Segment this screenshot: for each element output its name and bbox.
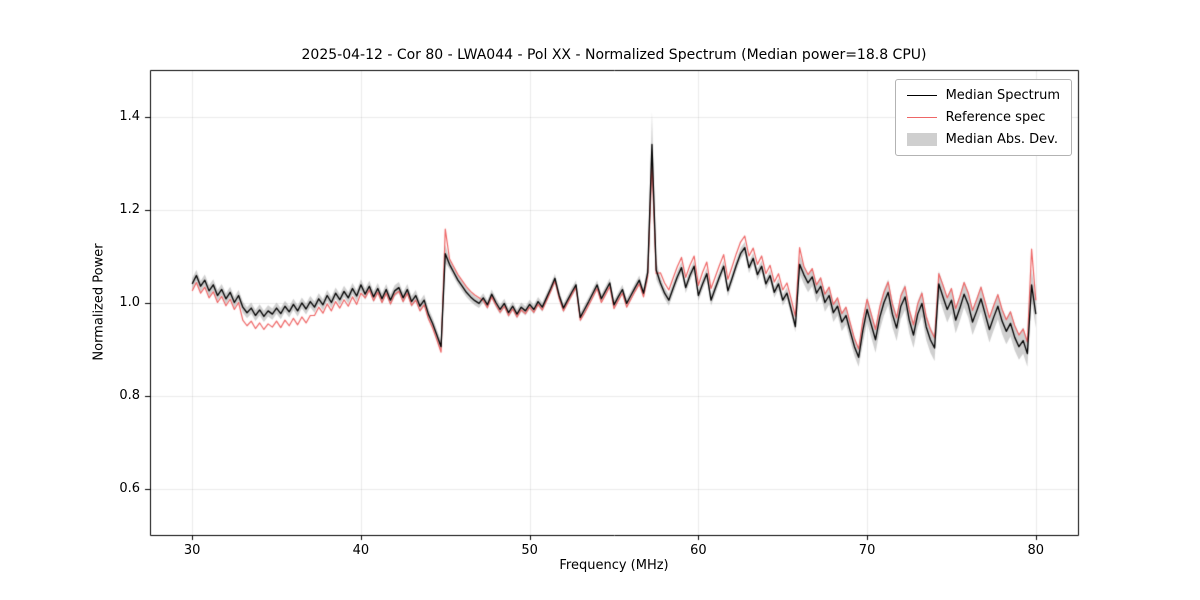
y-tick-label: 0.8	[119, 387, 140, 403]
y-tick-label: 1.4	[119, 108, 140, 124]
x-tick-label: 60	[690, 543, 707, 558]
legend-item-median: Median Spectrum	[906, 88, 1060, 103]
legend-item-reference: Reference spec	[906, 110, 1060, 125]
y-tick-label: 1.0	[119, 294, 140, 310]
legend-label-reference: Reference spec	[945, 110, 1046, 125]
legend-label-median: Median Spectrum	[945, 88, 1060, 103]
x-tick-label: 30	[183, 543, 201, 558]
x-tick-label: 80	[1027, 543, 1045, 558]
legend-item-mad: Median Abs. Dev.	[906, 132, 1060, 147]
chart-title: 2025-04-12 - Cor 80 - LWA044 - Pol XX - …	[301, 47, 927, 63]
reference-line-swatch-icon	[906, 117, 937, 118]
median-line-swatch-icon	[906, 95, 937, 96]
x-tick-label: 70	[858, 543, 876, 558]
x-axis-label: Frequency (MHz)	[559, 558, 669, 573]
legend-label-mad: Median Abs. Dev.	[945, 132, 1059, 147]
x-tick-label: 50	[521, 543, 538, 558]
mad-patch-swatch-icon	[906, 133, 937, 146]
x-tick-label: 40	[352, 543, 370, 558]
legend: Median Spectrum Reference spec Median Ab…	[894, 79, 1072, 156]
y-tick-label: 1.2	[119, 201, 140, 217]
y-tick-label: 0.6	[119, 480, 140, 496]
